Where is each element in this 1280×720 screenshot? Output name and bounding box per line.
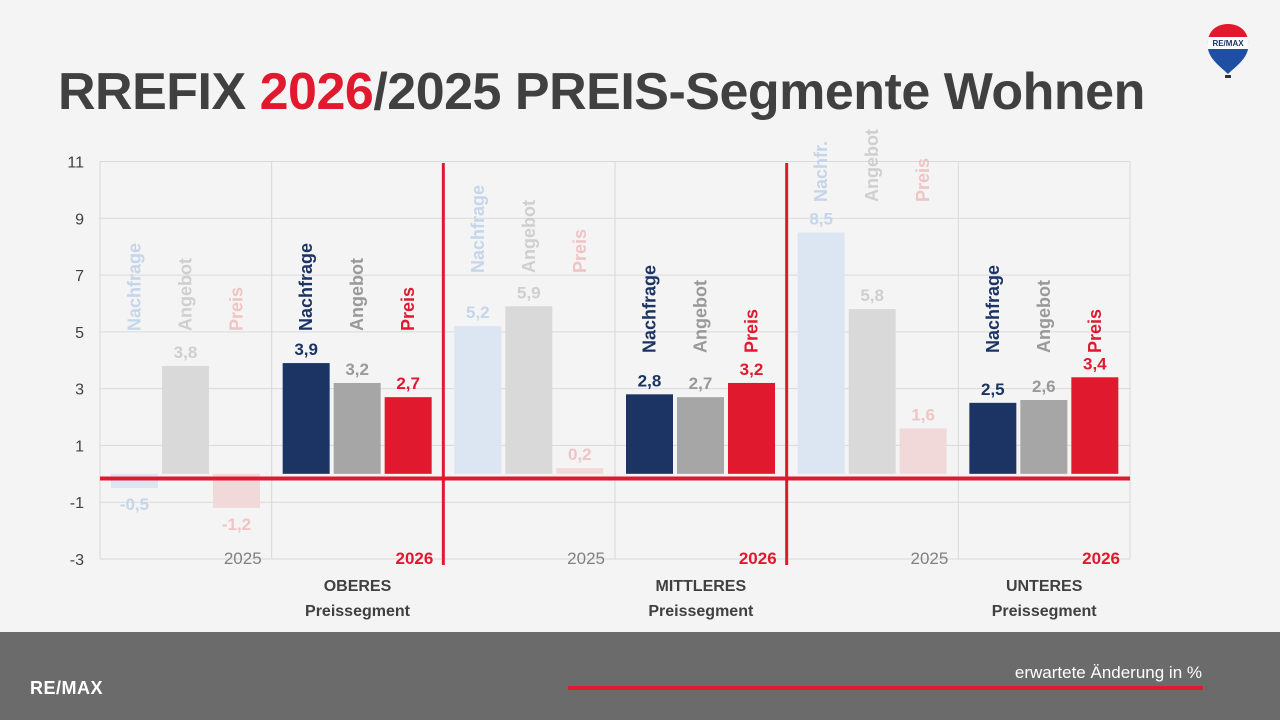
footer-note: erwartete Änderung in % bbox=[1014, 663, 1202, 682]
series-label: Preis bbox=[913, 158, 933, 202]
bar-nachfrage-2026 bbox=[969, 402, 1017, 474]
page-title: RREFIX 2026/2025 PREIS-Segmente Wohnen bbox=[58, 62, 1145, 122]
year-label: 2025 bbox=[567, 549, 605, 568]
y-tick-label: 3 bbox=[75, 382, 84, 399]
segment-label: OBERES bbox=[324, 578, 392, 595]
series-label: Angebot bbox=[176, 258, 196, 331]
data-label: 8,5 bbox=[809, 209, 833, 228]
y-tick-label: 11 bbox=[67, 155, 84, 172]
segment-label: UNTERES bbox=[1006, 578, 1083, 595]
data-label: 3,2 bbox=[740, 360, 764, 379]
series-label: Nachfr. bbox=[811, 141, 831, 202]
bar-preis-2026 bbox=[728, 382, 775, 474]
bar-angebot-2026 bbox=[333, 382, 381, 474]
year-label: 2026 bbox=[396, 549, 434, 568]
data-label: 2,7 bbox=[396, 374, 420, 393]
data-label: 5,9 bbox=[517, 283, 541, 302]
year-label: 2026 bbox=[739, 549, 777, 568]
series-label: Preis bbox=[742, 309, 762, 353]
data-label: 3,8 bbox=[174, 343, 198, 362]
y-tick-label: 7 bbox=[75, 268, 84, 285]
data-label: 3,4 bbox=[1083, 354, 1107, 373]
title-highlight: 2026 bbox=[259, 63, 374, 121]
bar-preis-2025 bbox=[556, 468, 604, 474]
y-tick-label: 1 bbox=[75, 438, 84, 455]
series-label: Nachfrage bbox=[983, 265, 1003, 353]
year-label: 2026 bbox=[1082, 549, 1120, 568]
series-label: Nachfrage bbox=[125, 243, 145, 331]
bar-angebot-2025 bbox=[162, 365, 209, 474]
series-label: Angebot bbox=[862, 129, 882, 202]
y-tick-label: 9 bbox=[75, 211, 84, 228]
title-suffix: /2025 PREIS-Segmente Wohnen bbox=[373, 63, 1145, 121]
data-label: 5,2 bbox=[466, 303, 490, 322]
series-label: Nachfrage bbox=[296, 243, 316, 331]
bar-preis-2026 bbox=[384, 397, 432, 474]
data-label: 0,2 bbox=[568, 445, 592, 464]
data-label: 5,8 bbox=[860, 286, 884, 305]
bar-chart: -3 -1 1 3 5 7 9 11 -0,5 Nachfrage 3,8 Angebot -1,2 Pr… bbox=[67, 129, 1131, 620]
data-label: 2,5 bbox=[981, 380, 1005, 399]
bar-preis-2026 bbox=[1071, 377, 1119, 474]
bar-nachfrage-2026 bbox=[626, 394, 673, 474]
footer-accent-line bbox=[568, 686, 1203, 690]
data-label: 2,8 bbox=[638, 371, 662, 390]
data-label: 1,6 bbox=[911, 405, 935, 424]
data-label: -1,2 bbox=[222, 515, 251, 534]
segment-label: MITTLERES bbox=[655, 578, 746, 595]
year-label: 2025 bbox=[911, 549, 949, 568]
year-label: 2025 bbox=[224, 549, 262, 568]
series-label: Preis bbox=[570, 229, 590, 273]
segment-sublabel: Preissegment bbox=[992, 603, 1098, 620]
y-tick-label: -3 bbox=[70, 552, 84, 569]
bar-preis-2025 bbox=[899, 428, 947, 474]
series-label: Nachfrage bbox=[468, 185, 488, 273]
segment-sublabel: Preissegment bbox=[305, 603, 411, 620]
bar-angebot-2026 bbox=[1020, 400, 1068, 474]
bar-nachfrage-2025 bbox=[454, 326, 502, 474]
footer: RE/MAX erwartete Änderung in % bbox=[0, 632, 1280, 720]
series-label: Angebot bbox=[1034, 280, 1054, 353]
bar-angebot-2025 bbox=[505, 306, 553, 474]
remax-balloon-logo-icon: RE/MAX bbox=[1207, 24, 1249, 78]
data-label: 3,2 bbox=[345, 360, 369, 379]
bar-nachfrage-2025 bbox=[111, 473, 158, 489]
footer-brand-logo: RE/MAX bbox=[30, 678, 104, 698]
bar-angebot-2025 bbox=[848, 309, 896, 474]
title-prefix: RREFIX bbox=[58, 63, 260, 121]
data-label: 2,6 bbox=[1032, 377, 1056, 396]
series-label: Preis bbox=[227, 287, 247, 331]
series-label: Angebot bbox=[691, 280, 711, 353]
y-tick-label: 5 bbox=[75, 325, 84, 342]
series-label: Angebot bbox=[347, 258, 367, 331]
bar-nachfrage-2026 bbox=[282, 363, 330, 474]
svg-text:RE/MAX: RE/MAX bbox=[1212, 39, 1244, 48]
series-label: Nachfrage bbox=[640, 265, 660, 353]
series-label: Preis bbox=[1085, 309, 1105, 353]
data-label: -0,5 bbox=[120, 495, 149, 514]
bar-nachfr-2025 bbox=[797, 232, 845, 474]
series-label: Angebot bbox=[519, 200, 539, 273]
series-label: Preis bbox=[398, 287, 418, 331]
data-label: 3,9 bbox=[294, 340, 318, 359]
bar-angebot-2026 bbox=[677, 397, 724, 474]
data-label: 2,7 bbox=[689, 374, 713, 393]
segment-sublabel: Preissegment bbox=[648, 603, 754, 620]
y-tick-label: -1 bbox=[70, 495, 84, 512]
